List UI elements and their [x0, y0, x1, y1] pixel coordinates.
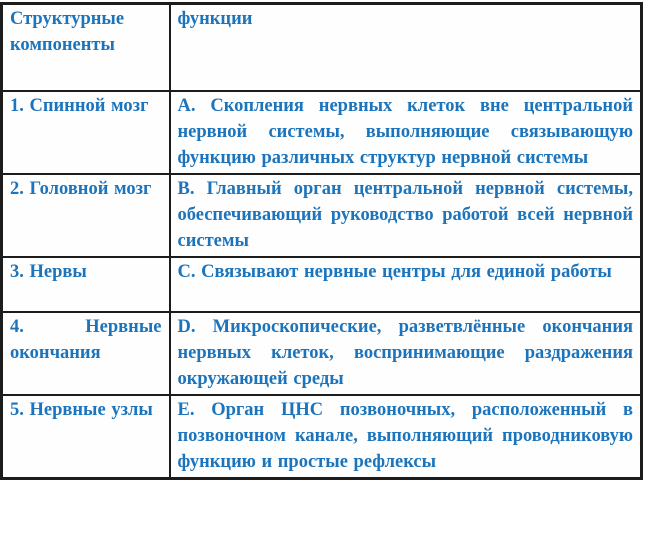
matching-table: Структурные компоненты функции 1. Спинно…: [0, 2, 643, 480]
function-cell-d: D. Микроскопические, разветвлённые оконч…: [168, 311, 643, 396]
header-functions: функции: [168, 2, 643, 92]
function-cell-c: C. Связывают нервные центры для единой р…: [168, 256, 643, 313]
header-structural-components: Структурные компоненты: [0, 2, 171, 92]
table-row: 4. Нервные окончания D. Микроскопические…: [0, 311, 643, 396]
component-cell-brain: 2. Головной мозг: [0, 173, 171, 258]
function-cell-a: A. Скопления нервных клеток вне централь…: [168, 90, 643, 175]
table-row: 5. Нервные узлы E. Орган ЦНС позвоночных…: [0, 394, 643, 480]
function-cell-e: E. Орган ЦНС позвоночных, расположенный …: [168, 394, 643, 480]
table-row: 1. Спинной мозг A. Скопления нервных кле…: [0, 90, 643, 175]
table-row: 2. Головной мозг B. Главный орган центра…: [0, 173, 643, 258]
table-header-row: Структурные компоненты функции: [0, 2, 643, 92]
function-cell-b: B. Главный орган центральной нервной сис…: [168, 173, 643, 258]
component-cell-nerve-ganglia: 5. Нервные узлы: [0, 394, 171, 480]
table-row: 3. Нервы C. Связывают нервные центры для…: [0, 256, 643, 313]
component-cell-nerve-endings: 4. Нервные окончания: [0, 311, 171, 396]
component-cell-nerves: 3. Нервы: [0, 256, 171, 313]
component-cell-spinal-cord: 1. Спинной мозг: [0, 90, 171, 175]
